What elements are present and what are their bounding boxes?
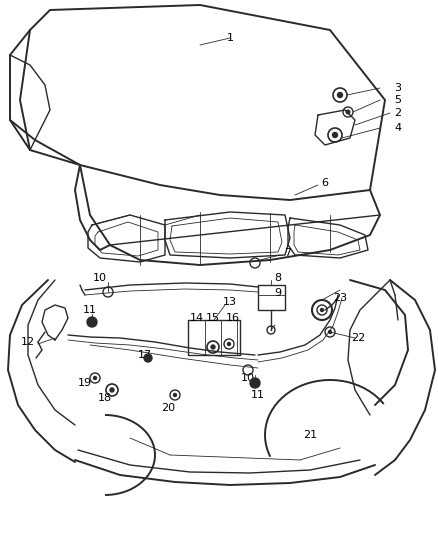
Text: 4: 4 (395, 123, 402, 133)
Text: 1: 1 (226, 33, 233, 43)
Circle shape (144, 354, 152, 362)
Circle shape (227, 343, 230, 345)
Text: 6: 6 (321, 178, 328, 188)
Text: 23: 23 (333, 293, 347, 303)
Text: 10: 10 (241, 373, 255, 383)
Text: 20: 20 (161, 403, 175, 413)
Text: 16: 16 (226, 313, 240, 323)
Circle shape (328, 330, 332, 334)
Text: 11: 11 (251, 390, 265, 400)
Text: 2: 2 (395, 108, 402, 118)
Circle shape (87, 317, 97, 327)
Circle shape (110, 388, 114, 392)
Text: 14: 14 (190, 313, 204, 323)
Circle shape (346, 110, 350, 114)
Text: 12: 12 (21, 337, 35, 347)
Text: 10: 10 (93, 273, 107, 283)
Text: 22: 22 (351, 333, 365, 343)
Text: 21: 21 (303, 430, 317, 440)
Text: 19: 19 (78, 378, 92, 388)
Text: 13: 13 (223, 297, 237, 307)
Text: 3: 3 (395, 83, 402, 93)
Circle shape (93, 376, 96, 379)
Text: 11: 11 (83, 305, 97, 315)
Text: 17: 17 (138, 350, 152, 360)
Circle shape (338, 93, 343, 98)
Text: 7: 7 (284, 248, 292, 258)
Circle shape (250, 378, 260, 388)
Text: 9: 9 (275, 288, 282, 298)
Circle shape (321, 309, 324, 311)
Circle shape (332, 133, 338, 138)
Text: 8: 8 (275, 273, 282, 283)
Circle shape (173, 393, 177, 397)
Text: 15: 15 (206, 313, 220, 323)
Text: 5: 5 (395, 95, 402, 105)
Circle shape (211, 345, 215, 349)
Text: 18: 18 (98, 393, 112, 403)
